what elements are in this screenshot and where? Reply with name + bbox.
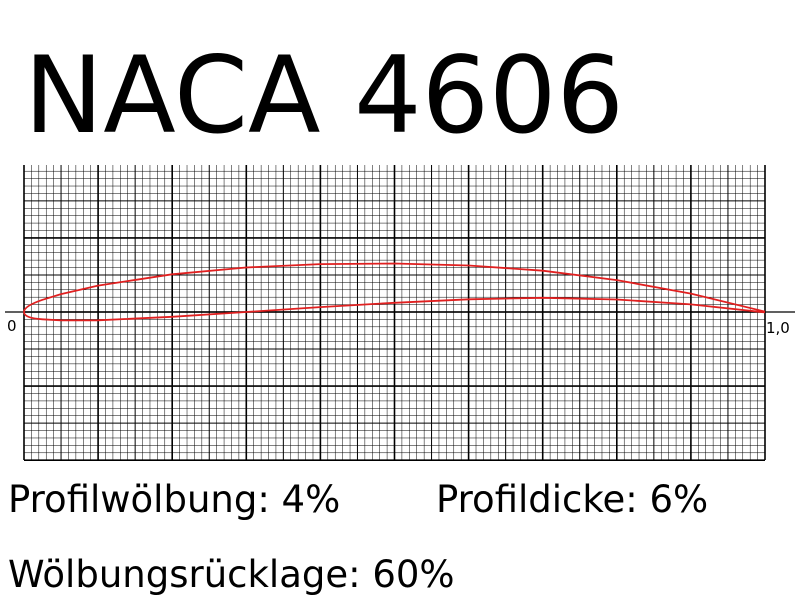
- chord-end-label: 1,0: [766, 319, 790, 337]
- camber-text: Profilwölbung: 4%: [8, 478, 340, 521]
- thickness-text: Profildicke: 6%: [436, 478, 708, 521]
- chord-start-label: 0: [7, 317, 17, 335]
- camber-position-text: Wölbungsrücklage: 60%: [8, 553, 455, 596]
- airfoil-profile: [23, 262, 766, 322]
- title: NACA 4606: [24, 34, 624, 157]
